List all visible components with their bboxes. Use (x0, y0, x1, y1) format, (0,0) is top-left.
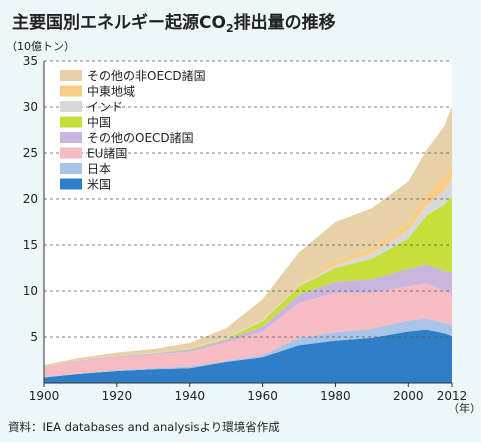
legend-label-7: その他の非OECD諸国 (87, 68, 206, 83)
y-tick-label-20: 20 (23, 192, 38, 206)
legend-label-1: 日本 (87, 162, 111, 176)
x-axis-unit: （年） (448, 401, 481, 415)
legend-label-5: インド (87, 100, 123, 114)
chart-title-suffix: 排出量の推移 (234, 12, 336, 33)
x-tick-label-1980: 1980 (320, 389, 351, 403)
area-series-6 (44, 164, 452, 368)
x-tick-label-1940: 1940 (174, 389, 205, 403)
y-tick-label-35: 35 (23, 54, 38, 68)
axes: 5 10 15 20 25 30 35 1900 1920 1940 1960 1980 2000 201… (23, 54, 468, 403)
x-tick-label-1920: 1920 (102, 389, 133, 403)
legend-swatch-1 (60, 163, 82, 174)
area-series-0 (44, 329, 452, 383)
area-series-1 (44, 318, 452, 378)
y-tick-label-5: 5 (30, 330, 38, 344)
legend-swatch-4 (60, 116, 82, 128)
y-tick-label-30: 30 (23, 100, 38, 114)
chart-title-subscript: 2 (226, 22, 234, 35)
y-tick-label-25: 25 (23, 146, 38, 160)
plot-area (44, 61, 452, 383)
legend-swatch-2 (60, 147, 82, 159)
y-axis-label: （10億トン） (6, 40, 75, 53)
legend-label-4: 中国 (87, 115, 111, 130)
legend-label-2: EU諸国 (87, 146, 127, 161)
grid-lines (44, 60, 452, 338)
legend-swatch-3 (60, 132, 82, 143)
x-tick-label-2000: 2000 (393, 389, 424, 403)
y-tick-label-15: 15 (23, 238, 38, 252)
y-tick-label-10: 10 (23, 284, 38, 298)
area-series-7 (44, 106, 452, 368)
source-note: 資料：IEA databases and analysisより環境省作成 (8, 420, 280, 434)
area-series-2 (44, 283, 452, 378)
legend-swatch-0 (60, 178, 82, 190)
x-tick-label-1900: 1900 (29, 389, 60, 403)
chart-title: 主要国別エネルギー起源CO2排出量の推移 (12, 12, 336, 35)
x-tick-label-1960: 1960 (247, 389, 278, 403)
legend-label-3: その他のOECD諸国 (87, 130, 194, 145)
legend-swatch-7 (60, 70, 82, 81)
legend-swatch-5 (60, 101, 82, 112)
x-tick-label-2012: 2012 (437, 389, 468, 403)
legend-swatch-6 (60, 85, 82, 97)
legend-label-6: 中東地域 (87, 84, 135, 99)
chart-title-main: 主要国別エネルギー起源CO (12, 12, 226, 33)
legend-label-0: 米国 (87, 178, 111, 192)
area-series-3 (44, 264, 452, 368)
